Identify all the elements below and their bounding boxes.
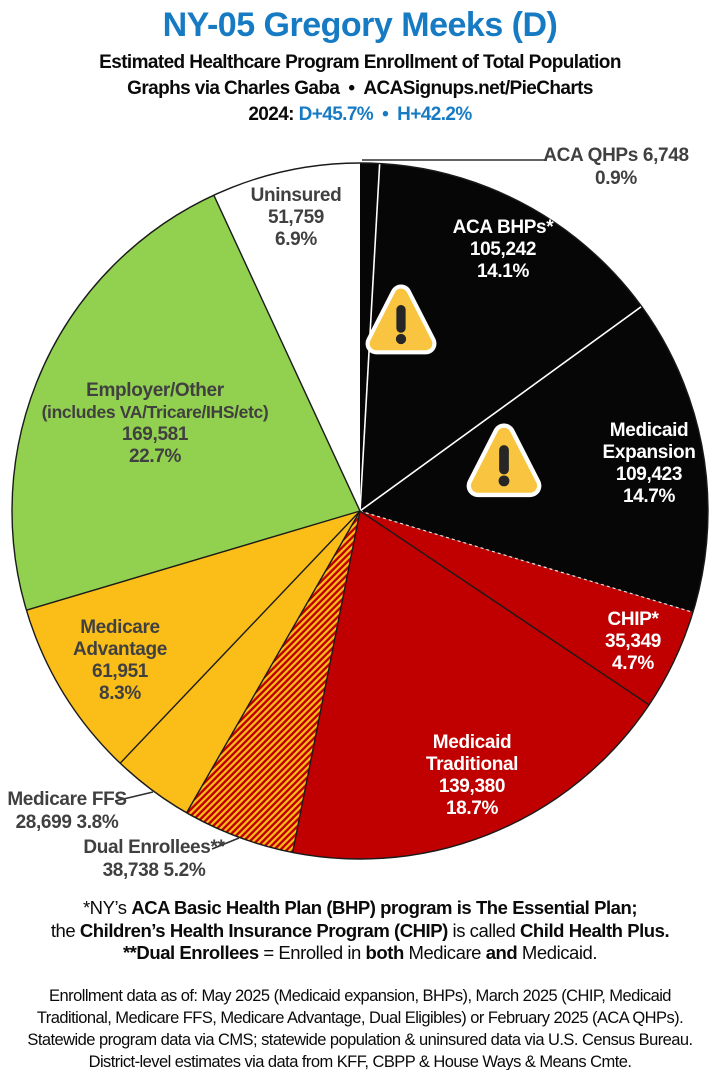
slice-label-medicaid-traditional: 139,380 <box>439 776 505 797</box>
warning-icon <box>466 423 542 498</box>
slice-label-medicare-advantage: Medicare <box>80 617 160 638</box>
year-label: 2024: <box>248 104 294 125</box>
slice-label-medicaid-expansion: Expansion <box>603 442 696 463</box>
source-line: Traditional, Medicare FFS, Medicare Adva… <box>36 1009 684 1027</box>
slice-label-aca-bhps: 14.1% <box>477 261 530 282</box>
slice-label-dual-enrollees: 38,738 5.2% <box>103 860 206 881</box>
slice-divider <box>213 194 361 512</box>
pie-slice-dual-enrollees <box>186 511 360 853</box>
slice-divider <box>119 510 361 764</box>
slice-divider <box>359 510 694 613</box>
slice-label-medicare-advantage: Advantage <box>73 639 167 660</box>
bullet-separator: • <box>348 78 355 99</box>
footnote-line: **Dual Enrollees = Enrolled in both Medi… <box>122 942 598 963</box>
source-line: Enrollment data as of: May 2025 (Medicai… <box>49 987 671 1005</box>
credit-text: Graphs via Charles Gaba <box>127 78 340 99</box>
source-line: Statewide program data via CMS; statewid… <box>27 1031 693 1049</box>
pie-slice-medicaid-traditional <box>292 511 650 860</box>
credit-line: Graphs via Charles Gaba • ACASignups.net/P… <box>0 76 720 102</box>
pie-slice-medicare-ffs <box>120 511 360 813</box>
slice-divider <box>359 510 650 706</box>
slice-divider <box>186 510 361 814</box>
pie-slice-medicare-advantage <box>26 511 361 764</box>
slice-label-aca-qhps: 0.9% <box>595 168 637 189</box>
slice-label-medicaid-traditional: Medicaid <box>433 732 512 753</box>
lean-h-value: H+42.2% <box>397 104 472 125</box>
slice-label-medicaid-expansion: 14.7% <box>623 486 676 507</box>
partisan-lean-line: 2024: D+45.7% • H+42.2% <box>0 102 720 128</box>
slice-label-chip: CHIP* <box>607 609 659 630</box>
slice-divider <box>291 510 361 853</box>
slice-divider <box>359 305 643 512</box>
footnote-line: *NY’s ACA Basic Health Plan (BHP) progra… <box>82 897 638 918</box>
slice-label-uninsured: 51,759 <box>268 207 324 228</box>
slice-label-aca-bhps: 105,242 <box>470 239 536 260</box>
footnotes-block: *NY’s ACA Basic Health Plan (BHP) progra… <box>0 897 720 965</box>
subtitle-text: Estimated Healthcare Program Enrollment … <box>99 52 621 73</box>
chart-header: NY-05 Gregory Meeks (D) Estimated Health… <box>0 6 720 128</box>
slice-label-uninsured: Uninsured <box>251 185 342 206</box>
slice-label-medicaid-expansion: 109,423 <box>616 464 682 485</box>
slice-label-medicare-ffs: 28,699 3.8% <box>16 812 119 833</box>
slice-label-medicaid-traditional: 18.7% <box>446 798 499 819</box>
label-leader-line <box>211 837 240 850</box>
label-leader-line <box>114 791 154 802</box>
page-title: NY-05 Gregory Meeks (D) <box>162 6 558 44</box>
bullet-separator: • <box>382 104 389 125</box>
slice-label-aca-qhps: ACA QHPs 6,748 <box>543 145 688 166</box>
slice-label-employer-other: (includes VA/Tricare/IHS/etc) <box>42 402 269 422</box>
slice-label-uninsured: 6.9% <box>275 229 317 250</box>
pie-outline <box>11 162 709 860</box>
pie-slice-chip <box>360 511 693 705</box>
pie-slice-medicaid-expansion <box>360 306 709 613</box>
slice-label-aca-bhps: ACA BHPs* <box>453 217 555 238</box>
slice-label-medicaid-traditional: Traditional <box>426 754 518 775</box>
slice-label-employer-other: 169,581 <box>122 424 189 445</box>
site-text: ACASignups.net/PieCharts <box>363 78 593 99</box>
slice-divider <box>26 510 361 611</box>
slice-label-medicaid-expansion: Medicaid <box>610 420 689 441</box>
pie-slice-employer-other <box>11 195 360 611</box>
footnote-line: the Children’s Health Insurance Program … <box>50 919 670 941</box>
pie-slice-uninsured <box>213 163 360 511</box>
slice-label-medicare-advantage: 8.3% <box>99 683 141 704</box>
slice-label-employer-other: 22.7% <box>129 446 182 467</box>
slice-label-dual-enrollees: Dual Enrollees** <box>83 837 225 858</box>
slice-label-medicare-ffs: Medicare FFS <box>7 789 126 810</box>
slice-label-employer-other: Employer/Other <box>86 380 225 401</box>
source-block: Enrollment data as of: May 2025 (Medicai… <box>0 985 720 1070</box>
subtitle: Estimated Healthcare Program Enrollment … <box>0 50 720 76</box>
slice-label-medicare-advantage: 61,951 <box>92 661 149 682</box>
slice-label-chip: 35,349 <box>605 631 661 652</box>
pie-slice-aca-bhps <box>360 163 642 511</box>
source-line: District-level estimates via data from K… <box>88 1053 632 1070</box>
warning-icon <box>365 284 437 355</box>
lean-d-value: D+45.7% <box>298 104 374 125</box>
slice-label-chip: 4.7% <box>612 653 654 674</box>
